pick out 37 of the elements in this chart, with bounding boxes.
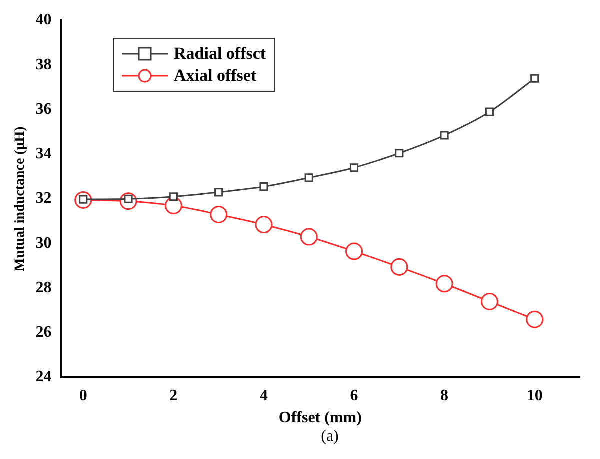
point	[526, 310, 544, 328]
point	[300, 228, 318, 246]
y-tick-label: 28	[36, 279, 52, 296]
x-tick-label: 6	[350, 387, 358, 404]
text: (a)	[320, 428, 340, 446]
y-axis-title: Mutual inductance (μH)	[13, 126, 28, 272]
x-tick-label: 4	[260, 387, 268, 404]
point	[395, 149, 404, 158]
point	[210, 206, 228, 224]
point	[260, 182, 268, 192]
point	[390, 258, 408, 276]
point	[169, 192, 178, 202]
y-tick-label: 34	[36, 146, 52, 163]
y-tick-label: 38	[36, 56, 52, 74]
legend-label: Axial offset	[174, 65, 257, 87]
point	[214, 188, 224, 197]
y-tick-label: 40	[36, 12, 52, 29]
y-tick-label: 30	[36, 234, 52, 252]
point	[485, 108, 494, 116]
x-tick-label: 10	[526, 387, 543, 404]
point	[350, 164, 359, 172]
legend-label: Radial offsct	[174, 43, 266, 65]
x-tick-label: 8	[440, 387, 449, 404]
y-tick-label: 32	[36, 190, 52, 208]
point	[304, 174, 314, 182]
y-tick-label: 26	[36, 324, 52, 342]
point	[346, 242, 364, 260]
x-tick-label: 0	[79, 387, 88, 404]
point	[530, 74, 540, 83]
point	[480, 292, 498, 310]
x-axis-title: Offset (mm)	[278, 410, 362, 427]
point	[436, 275, 454, 293]
y-tick-label: 36	[36, 100, 52, 118]
point	[255, 216, 273, 234]
x-tick-label: 2	[170, 387, 178, 404]
y-tick-label: 24	[36, 368, 52, 386]
point	[440, 131, 449, 140]
